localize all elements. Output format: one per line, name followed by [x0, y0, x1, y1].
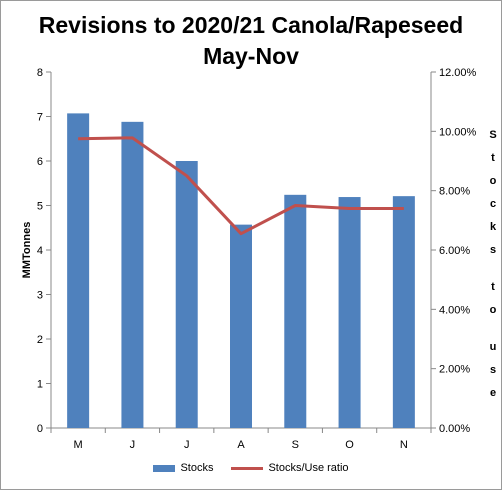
y-axis-title-right-letter: s [490, 364, 496, 376]
x-tick-label: J [184, 439, 190, 451]
bar-stocks [230, 224, 252, 428]
legend-item-stocks-use-ratio: Stocks/Use ratio [231, 462, 349, 474]
bar-stocks [67, 113, 90, 428]
y-axis-title-right-letter: k [490, 221, 497, 233]
legend-swatch-stocks-use-ratio [231, 466, 264, 470]
y-tick-label-left: 8 [37, 67, 43, 79]
x-tick-label: O [345, 439, 354, 451]
y-axis-title-right-letter: t [491, 152, 495, 164]
y-tick-label-left: 2 [37, 334, 43, 346]
bar-stocks [338, 197, 361, 428]
y-tick-label-right: 12.00% [439, 67, 477, 79]
y-tick-label-right: 10.00% [439, 126, 477, 138]
x-tick-label: A [237, 439, 245, 451]
bar-stocks [121, 121, 144, 428]
y-tick-label-left: 4 [37, 245, 43, 257]
legend-label-stocks: Stocks [180, 462, 214, 474]
y-axis-title-left: MMTonnes [21, 222, 33, 279]
y-tick-label-left: 1 [37, 379, 43, 391]
y-tick-label-left: 5 [37, 201, 43, 213]
y-tick-label-right: 6.00% [439, 245, 470, 257]
x-tick-label: M [74, 439, 83, 451]
y-tick-label-left: 6 [37, 156, 43, 168]
y-axis-title-right-letter: u [490, 341, 497, 353]
y-axis-title-right-letter: o [490, 175, 497, 187]
legend-item-stocks: Stocks [153, 462, 213, 474]
y-axis-title-right-letter: S [489, 129, 496, 141]
y-axis-title-right-letter: c [490, 198, 496, 210]
chart-title-line-1: Revisions to 2020/21 Canola/Rapeseed [38, 12, 464, 38]
bar-stocks [175, 161, 198, 428]
x-tick-label: N [400, 439, 408, 451]
y-axis-title-right-letter: s [490, 244, 496, 256]
legend-label-stocks-use-ratio: Stocks/Use ratio [268, 462, 349, 474]
y-axis-title-right-letter: t [491, 281, 495, 293]
y-tick-label-right: 2.00% [439, 364, 470, 376]
legend: Stocks Stocks/Use ratio [1, 462, 501, 474]
x-tick-label: S [292, 439, 299, 451]
y-axis-title-right-letter: e [490, 387, 496, 399]
y-tick-label-left: 7 [37, 112, 43, 124]
chart-title: Revisions to 2020/21 Canola/Rapeseed May… [1, 10, 501, 72]
legend-swatch-stocks [153, 464, 176, 472]
bar-stocks [392, 196, 415, 428]
y-tick-label-right: 8.00% [439, 186, 470, 198]
y-tick-label-left: 3 [37, 290, 43, 302]
y-axis-title-right-letter: o [490, 304, 497, 316]
bar-stocks [284, 194, 307, 428]
y-tick-label-right: 0.00% [439, 423, 470, 435]
x-tick-label: J [130, 439, 136, 451]
chart-title-line-2: May-Nov [203, 43, 299, 69]
y-tick-label-left: 0 [37, 423, 43, 435]
y-tick-label-right: 4.00% [439, 304, 470, 316]
